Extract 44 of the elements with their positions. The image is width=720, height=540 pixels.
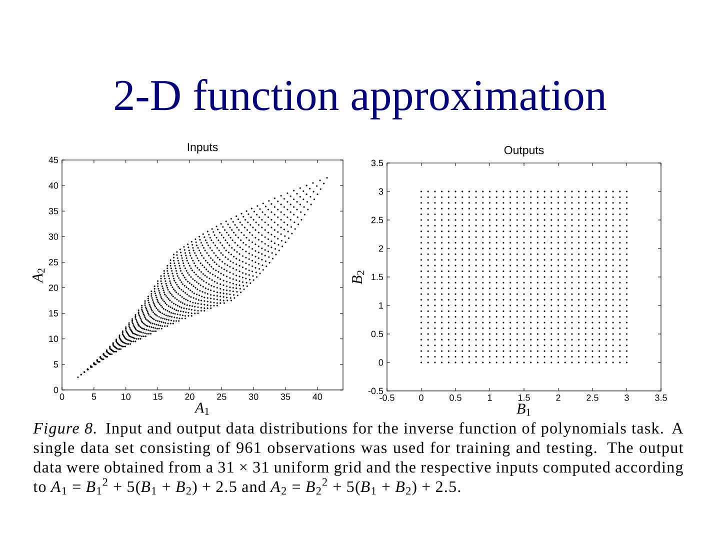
x-axis-title: B$_{1}$ — [516, 404, 530, 416]
x-tick-label: 3 — [624, 394, 629, 401]
y-tick-label: 0 — [54, 386, 58, 394]
y-tick-label: 20 — [48, 284, 58, 291]
x-tick-label: 0.5 — [450, 394, 462, 401]
x-tick-label: 25 — [217, 394, 226, 400]
x-tick-label: 2 — [556, 394, 560, 401]
y-tick-label: 25 — [48, 259, 58, 266]
y-tick-label: 2.5 — [371, 216, 384, 224]
x-tick-label: 35 — [280, 394, 290, 400]
x-tick-label: 0 — [419, 394, 424, 401]
x-tick-label: 40 — [312, 394, 322, 400]
x-tick-label: 10 — [122, 394, 131, 400]
text: 2-D function approximation — [115, 79, 606, 120]
y-tick-label: 15 — [49, 310, 58, 316]
y-tick-label: 1.5 — [372, 274, 384, 280]
x-tick-label: 5 — [92, 394, 96, 400]
chart-title: Inputs — [188, 143, 218, 154]
text: Figure 8. Input and output data distributions for the inverse function of polynomials task. A single data set consisting of 961 observations was used for training and testing. The output data were obtained from a 31 × 31 uniform grid and the respective inputs computed according to A$_{1}$ = B$_{1}$$^{2}$ + 5(B$_{1}$ + B$_{2}$) + 2.5 and A$_{2}$ = B$_{2}$$^{2}$ + 5(B$_{1}$ + B$_{2}$) + 2.5. — [33, 422, 684, 496]
y-tick-label: 3 — [378, 188, 384, 195]
y-tick-label: 3.5 — [371, 160, 384, 166]
y-tick-label: 1 — [379, 302, 384, 309]
y-tick-label: 35 — [48, 208, 58, 214]
y-axis-title: B$_{2}$ — [352, 270, 364, 284]
y-axis-title: A$_{2}$ — [32, 268, 45, 284]
y-tick-label: -0.5 — [368, 388, 384, 394]
y-tick-label: 40 — [48, 182, 58, 189]
x-tick-label: 15 — [153, 394, 162, 400]
y-tick-label: 5 — [54, 361, 58, 368]
x-tick-label: 3.5 — [655, 394, 667, 401]
y-tick-label: 45 — [48, 156, 58, 164]
x-tick-label: 20 — [185, 394, 194, 400]
x-tick-label: 30 — [248, 394, 258, 400]
chart-title: Outputs — [504, 146, 544, 156]
x-tick-label: 1 — [488, 394, 492, 401]
y-tick-label: 10 — [49, 336, 58, 342]
x-tick-label: 0 — [60, 394, 64, 400]
y-tick-label: 30 — [48, 233, 58, 240]
x-tick-label: 2.5 — [586, 394, 598, 401]
x-tick-label: 1.5 — [518, 394, 530, 401]
y-tick-label: 0 — [378, 359, 384, 366]
y-tick-label: 0.5 — [371, 330, 384, 338]
y-tick-label: 2 — [378, 245, 384, 252]
x-axis-title: A$_{1}$ — [194, 402, 209, 415]
